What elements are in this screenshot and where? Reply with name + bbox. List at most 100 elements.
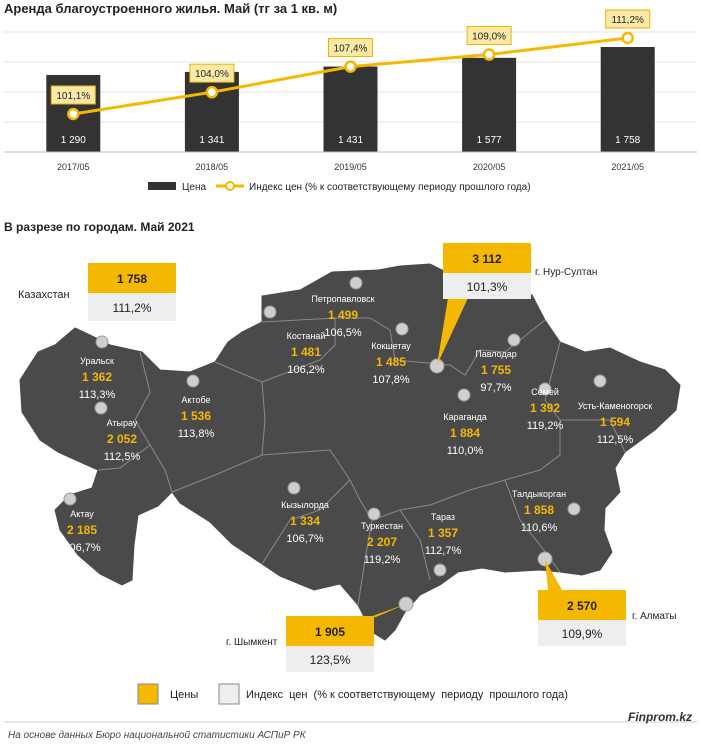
city-1-name: Атырау <box>107 418 138 428</box>
index-series-labels: 101,1% 104,0% 107,4% 109,0% 111,2% <box>50 9 651 105</box>
region-borders <box>97 317 626 606</box>
shymkent-city-name: г. Шымкент <box>226 637 278 648</box>
legend-label-index-map: Индекс цен (% к соответствующему периоду… <box>246 689 568 701</box>
city-9-marker <box>538 382 552 396</box>
city-8-price: 1 884 <box>450 426 480 440</box>
city-7-index: 97,7% <box>480 382 511 394</box>
city-2-name: Актау <box>70 509 94 519</box>
index-label-2021/05: 111,2% <box>611 15 644 26</box>
city-nursultan-marker <box>429 358 445 374</box>
city-14-marker <box>567 502 581 516</box>
legend-label-index: Индекс цен (% к соответствующему периоду… <box>249 182 531 193</box>
city-6-price: 1 485 <box>376 355 406 369</box>
x-tick-2017/05: 2017/05 <box>57 162 90 172</box>
city-0-name: Уральск <box>80 356 114 366</box>
city-5-name: Петропавловск <box>311 294 374 304</box>
footer-source: На основе данных Бюро национальной стати… <box>8 730 307 741</box>
callout-pointer-nursultan <box>437 298 468 365</box>
city-8-name: Караганда <box>443 412 487 422</box>
chart-legend: Цена Индекс цен (% к соответствующему пе… <box>148 181 531 193</box>
city-11-price: 1 334 <box>290 514 320 528</box>
map-subtitle: В разрезе по городам. Май 2021 <box>4 220 195 234</box>
x-tick-2020/05: 2020/05 <box>473 162 506 172</box>
city-9-name: Семей <box>531 387 559 397</box>
index-label-2017/05: 101,1% <box>56 91 90 102</box>
x-tick-2021/05: 2021/05 <box>611 162 644 172</box>
footer-brand: Finprom.kz <box>628 710 692 724</box>
city-1-price: 2 052 <box>107 432 137 446</box>
price-bar-label-2017/05: 1 290 <box>61 135 86 146</box>
city-4-marker <box>263 305 277 319</box>
callout-pointer-almaty <box>545 560 562 590</box>
city-0-price: 1 362 <box>82 370 112 384</box>
city-7-name: Павлодар <box>475 349 516 359</box>
x-tick-2019/05: 2019/05 <box>334 162 367 172</box>
city-6-name: Кокшетау <box>371 341 411 351</box>
price-bar-2020/05 <box>462 57 517 153</box>
city-1-marker <box>94 401 108 415</box>
city-12-price: 2 207 <box>367 535 397 549</box>
callout-almaty: 2 570 109,9% г. Алматы <box>538 560 676 646</box>
city-7-marker <box>507 333 521 347</box>
kazakhstan-price-value: 1 758 <box>117 272 147 286</box>
price-bar-label-2018/05: 1 341 <box>199 135 224 146</box>
city-7-price: 1 755 <box>481 363 511 377</box>
city-13-index: 112,7% <box>425 545 462 557</box>
legend-label-price: Цена <box>182 182 206 193</box>
city-3-marker <box>186 374 200 388</box>
x-tick-2018/05: 2018/05 <box>196 162 229 172</box>
city-11-marker <box>287 481 301 495</box>
city-12-name: Туркестан <box>361 521 403 531</box>
legend-swatch-price <box>148 182 176 190</box>
kazakhstan-map <box>19 263 681 641</box>
city-8-marker <box>457 388 471 402</box>
map-legend: Цены Индекс цен (% к соответствующему пе… <box>137 683 568 705</box>
callout-shymkent: 1 905 123,5% г. Шымкент <box>226 604 406 672</box>
almaty-price-value: 2 570 <box>567 599 597 613</box>
nursultan-index-value: 101,3% <box>467 280 508 294</box>
almaty-city-name: г. Алматы <box>632 611 676 622</box>
shymkent-index-box <box>286 646 374 672</box>
kazakhstan-summary: Казахстан 1 758 111,2% <box>18 263 176 321</box>
kazakhstan-index-box <box>88 293 176 321</box>
city-markers <box>63 276 607 612</box>
city-3-name: Актобе <box>181 395 210 405</box>
almaty-index-value: 109,9% <box>562 627 603 641</box>
city-4-index: 106,2% <box>287 364 325 376</box>
index-label-box-2019/05 <box>328 38 373 58</box>
city-13-marker <box>433 563 447 577</box>
price-bar-label-2020/05: 1 577 <box>477 135 502 146</box>
city-12-marker <box>367 507 381 521</box>
city-8-index: 110,0% <box>447 445 484 457</box>
index-point-2017/05 <box>67 107 80 121</box>
index-label-2020/05: 109,0% <box>472 32 506 43</box>
city-5-index: 106,5% <box>324 327 362 339</box>
city-2-marker <box>63 492 77 506</box>
city-14-price: 1 858 <box>524 503 554 517</box>
city-almaty-marker <box>537 551 553 567</box>
city-3-price: 1 536 <box>181 409 211 423</box>
nursultan-price-value: 3 112 <box>472 252 502 266</box>
city-10-price: 1 594 <box>600 415 630 429</box>
index-point-2018/05 <box>205 85 219 99</box>
callout-nursultan: 3 112 101,3% г. Нур-Султан <box>437 243 597 365</box>
city-9-index: 119,2% <box>527 420 564 432</box>
city-labels: Уральск 1 362 113,3% Атырау 2 052 112,5% Актау… <box>63 294 652 566</box>
city-13-price: 1 357 <box>428 526 458 540</box>
index-series-points <box>67 31 634 121</box>
callout-pointer-shymkent <box>370 604 406 617</box>
city-0-marker <box>95 335 109 349</box>
city-13-name: Тараз <box>431 512 455 522</box>
city-2-price: 2 185 <box>67 523 97 537</box>
city-6-marker <box>395 322 409 336</box>
index-label-2018/05: 104,0% <box>195 69 229 80</box>
city-3-index: 113,8% <box>178 428 215 440</box>
city-14-name: Талдыкорган <box>512 489 566 499</box>
index-label-box-2018/05 <box>189 63 235 83</box>
price-bar-labels: 1 290 1 341 1 431 1 577 1 758 <box>61 135 641 146</box>
city-6-index: 107,8% <box>372 374 410 386</box>
index-point-2021/05 <box>621 31 634 45</box>
price-bar-2018/05 <box>184 71 239 152</box>
index-point-2020/05 <box>482 48 496 61</box>
